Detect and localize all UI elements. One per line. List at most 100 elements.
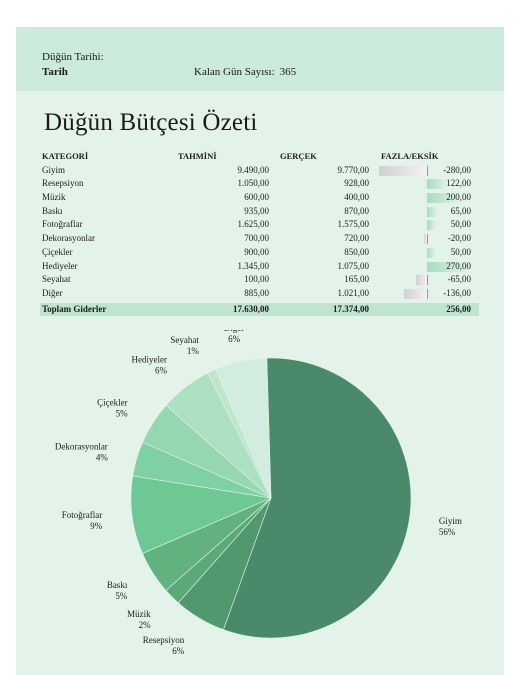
table-row: Müzik 600,00 400,00 200,00	[40, 191, 479, 205]
total-label: Toplam Giderler	[42, 303, 107, 314]
difference-bar	[427, 193, 462, 204]
pie-label-percent: 9%	[90, 521, 103, 531]
row-estimated: 1.345,00	[237, 260, 270, 271]
row-difference: 122,00	[446, 178, 471, 189]
pie-label-name: Seyahat	[170, 335, 199, 345]
table-row: Seyahat 100,00 165,00 -65,00	[40, 273, 479, 287]
row-estimated: 885,00	[244, 287, 269, 298]
row-category: Hediyeler	[42, 260, 78, 271]
days-remaining-value: 365	[279, 66, 297, 78]
row-category: Çiçekler	[42, 246, 73, 257]
table-row: Diğer 885,00 1.021,00 -136,00	[40, 287, 479, 301]
row-actual: 165,00	[344, 274, 369, 285]
header-category: KATEGORİ	[42, 151, 89, 161]
row-category: Fotoğraflar	[42, 219, 83, 230]
row-category: Müzik	[42, 192, 66, 203]
table-row: Çiçekler 900,00 850,00 50,00	[40, 246, 479, 260]
row-category: Diğer	[42, 287, 63, 298]
pie-label-name: Çiçekler	[97, 398, 128, 408]
table-row: Giyim 9.490,00 9.770,00 -280,00	[40, 164, 479, 178]
row-estimated: 600,00	[244, 192, 269, 203]
row-actual: 9.770,00	[337, 164, 370, 175]
pie-label-name: Dekorasyonlar	[55, 441, 108, 451]
pie-label-percent: 6%	[172, 646, 185, 656]
row-actual: 400,00	[344, 192, 369, 203]
table-row: Dekorasyonlar 700,00 720,00 -20,00	[40, 232, 479, 246]
wedding-date-label: Düğün Tarihi:	[42, 51, 104, 63]
pie-label-name: Baskı	[107, 580, 128, 590]
row-difference: 50,00	[450, 219, 471, 230]
row-difference: -136,00	[443, 287, 471, 298]
row-difference: 200,00	[446, 192, 471, 203]
difference-bar	[423, 234, 428, 245]
header-band: Düğün Tarihi: Tarih Kalan Gün Sayısı: 365	[16, 27, 504, 91]
difference-bar	[403, 288, 428, 299]
row-difference: 50,00	[450, 246, 471, 257]
total-actual: 17.374,00	[333, 303, 369, 314]
row-category: Seyahat	[42, 274, 71, 285]
header-estimated: TAHMİNİ	[178, 151, 217, 161]
difference-bar	[427, 261, 474, 272]
table-body: Giyim 9.490,00 9.770,00 -280,00 Resepsiyon 1.…	[40, 164, 479, 301]
row-actual: 1.075,00	[337, 260, 370, 271]
row-estimated: 935,00	[244, 205, 269, 216]
row-estimated: 1.050,00	[237, 178, 270, 189]
page-title: Düğün Bütçesi Özeti	[44, 109, 258, 136]
row-actual: 1.575,00	[337, 219, 370, 230]
header-actual: GERÇEK	[280, 151, 317, 161]
difference-bar	[379, 165, 428, 176]
pie-label-name: Hediyeler	[132, 355, 167, 365]
total-difference: 256,00	[446, 303, 471, 314]
row-estimated: 1.625,00	[237, 219, 270, 230]
pie-slice-0	[223, 357, 412, 639]
row-estimated: 9.490,00	[237, 164, 270, 175]
row-actual: 1.021,00	[337, 287, 370, 298]
row-actual: 850,00	[344, 246, 369, 257]
budget-table: KATEGORİ TAHMİNİ GERÇEK FAZLA/EKSİK Giyi…	[40, 150, 479, 317]
difference-bar	[415, 275, 428, 286]
row-difference: -280,00	[443, 164, 471, 175]
row-difference: 270,00	[446, 260, 471, 271]
pie-label-name: Fotoğraflar	[62, 510, 103, 520]
expense-pie-chart: Giyim56%Resepsiyon6%Müzik2%Baskı5%Fotoğr…	[55, 330, 462, 656]
row-estimated: 700,00	[244, 233, 269, 244]
row-estimated: 900,00	[244, 246, 269, 257]
table-row: Fotoğraflar 1.625,00 1.575,00 50,00	[40, 218, 479, 232]
total-estimated: 17.630,00	[233, 303, 269, 314]
table-row: Resepsiyon 1.050,00 928,00 122,00	[40, 177, 479, 191]
row-category: Resepsiyon	[42, 178, 84, 189]
pie-slice-9	[215, 357, 272, 499]
pie-label-percent: 1%	[187, 346, 200, 356]
pie-slice-4	[130, 475, 273, 554]
pie-label-percent: 5%	[115, 591, 128, 601]
difference-bar	[427, 220, 436, 231]
difference-bar	[427, 247, 436, 258]
row-actual: 720,00	[344, 233, 369, 244]
pie-label-name: Diğer	[224, 330, 245, 333]
row-difference: -20,00	[447, 233, 471, 244]
table-header-row: KATEGORİ TAHMİNİ GERÇEK FAZLA/EKSİK	[40, 150, 479, 164]
wedding-date-value[interactable]: Tarih	[42, 66, 68, 78]
pie-label-name: Resepsiyon	[143, 635, 185, 645]
days-remaining: Kalan Gün Sayısı: 365	[194, 66, 296, 78]
row-category: Giyim	[42, 164, 66, 175]
row-difference: -65,00	[447, 274, 471, 285]
row-difference: 65,00	[450, 205, 471, 216]
pie-label-percent: 2%	[139, 620, 152, 630]
row-category: Dekorasyonlar	[42, 233, 95, 244]
row-estimated: 100,00	[244, 274, 269, 285]
pie-label-percent: 4%	[96, 452, 109, 462]
total-row: Toplam Giderler 17.630,00 17.374,00 256,…	[40, 302, 479, 317]
pie-label-percent: 5%	[116, 409, 129, 419]
difference-bar	[427, 206, 439, 217]
pie-label-percent: 6%	[155, 366, 168, 376]
row-category: Baskı	[42, 205, 63, 216]
days-remaining-label: Kalan Gün Sayısı:	[194, 66, 275, 78]
difference-bar	[427, 179, 448, 190]
row-actual: 928,00	[344, 178, 369, 189]
pie-label-name: Giyim	[439, 516, 462, 526]
header-difference: FAZLA/EKSİK	[381, 151, 439, 161]
table-row: Baskı 935,00 870,00 65,00	[40, 205, 479, 219]
pie-label-percent: 6%	[228, 334, 241, 344]
row-actual: 870,00	[344, 205, 369, 216]
